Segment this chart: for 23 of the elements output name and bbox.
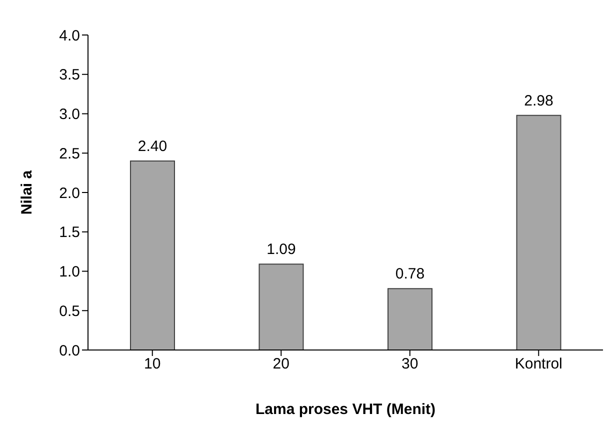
y-tick-label: 0.0 — [59, 342, 80, 360]
bar — [130, 160, 175, 350]
y-tick-label: 2.5 — [59, 145, 80, 162]
data-label: 2.98 — [524, 92, 554, 110]
data-label: 1.09 — [266, 241, 296, 258]
data-label: 0.78 — [395, 266, 425, 283]
y-tick-label: 2.0 — [59, 184, 80, 202]
x-tick-label: 30 — [402, 356, 418, 373]
bar — [387, 288, 432, 350]
x-tick-label: 20 — [272, 356, 290, 373]
x-tick-label: Kontrol — [514, 356, 562, 373]
y-tick-label: 1.5 — [59, 224, 80, 242]
x-tick-label: 10 — [144, 356, 161, 373]
bar — [516, 114, 562, 350]
y-tick-label: 0.5 — [59, 302, 80, 320]
y-axis-title: Nilai a — [18, 170, 36, 215]
y-tick-label: 3.0 — [59, 106, 80, 124]
y-tick-label: 3.5 — [59, 66, 80, 84]
data-label: 2.40 — [138, 138, 168, 155]
y-tick-label: 4.0 — [59, 27, 80, 44]
x-axis-title: Lama proses VHT (Menit) — [255, 401, 436, 418]
y-tick-label: 1.0 — [59, 264, 80, 281]
bar — [258, 264, 304, 350]
